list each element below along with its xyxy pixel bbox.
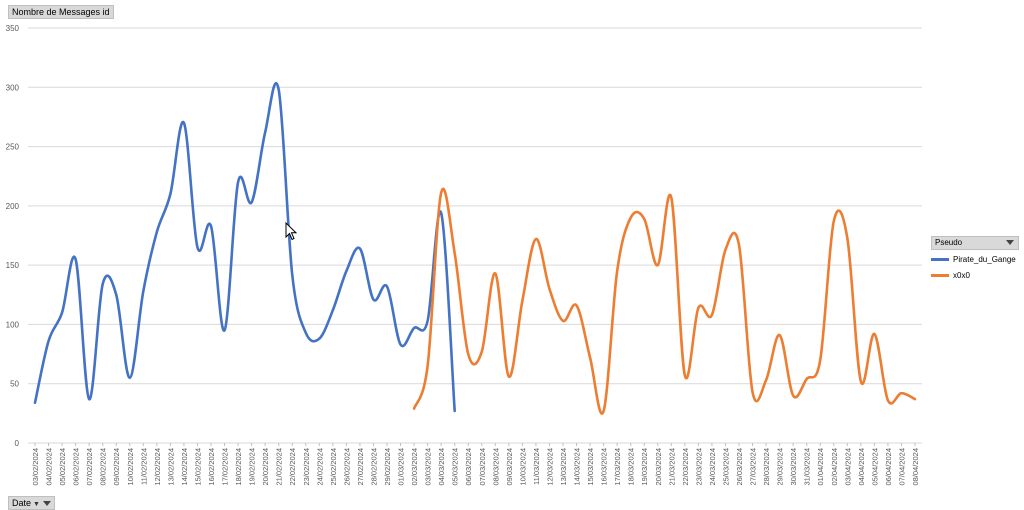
legend-item-x0x0[interactable]: x0x0 [931, 268, 1019, 282]
x-tick-label: 14/02/2024 [180, 448, 189, 486]
x-tick-label: 20/02/2024 [261, 448, 270, 486]
legend-header-button[interactable]: Pseudo [931, 236, 1019, 250]
x-tick-label: 26/03/2024 [735, 448, 744, 486]
x-tick-label: 28/02/2024 [369, 448, 378, 486]
date-field-button[interactable]: Date ▼ [8, 496, 55, 510]
x-tick-label: 16/03/2024 [600, 448, 609, 486]
y-tick-label: 250 [6, 143, 20, 152]
x-tick-label: 05/02/2024 [58, 448, 67, 486]
x-tick-label: 21/02/2024 [275, 448, 284, 486]
x-tick-label: 13/02/2024 [166, 448, 175, 486]
x-tick-label: 25/03/2024 [721, 448, 730, 486]
x-tick-label: 16/02/2024 [207, 448, 216, 486]
x-tick-label: 19/02/2024 [248, 448, 257, 486]
y-tick-label: 100 [6, 320, 20, 329]
x-tick-label: 31/03/2024 [803, 448, 812, 486]
x-tick-label: 08/02/2024 [99, 448, 108, 486]
x-tick-label: 27/02/2024 [356, 448, 365, 486]
y-axis-ticks: 0 50 100 150 200 250 300 350 [6, 24, 20, 448]
x-tick-label: 06/03/2024 [464, 448, 473, 486]
legend-label-pirate: Pirate_du_Gange [953, 254, 1016, 264]
x-tick-label: 23/03/2024 [694, 448, 703, 486]
x-tick-label: 18/02/2024 [234, 448, 243, 486]
y-tick-label: 150 [6, 261, 20, 270]
x-tick-label: 15/03/2024 [586, 448, 595, 486]
x-tick-label: 24/02/2024 [315, 448, 324, 486]
x-tick-label: 03/04/2024 [843, 448, 852, 486]
series-line-Pirate_du_Gange[interactable] [33, 81, 456, 413]
x-tick-label: 10/03/2024 [518, 448, 527, 486]
x-tick-label: 24/03/2024 [708, 448, 717, 486]
x-tick-label: 07/02/2024 [85, 448, 94, 486]
x-tick-label: 09/02/2024 [112, 448, 121, 486]
x-tick-label: 22/03/2024 [681, 448, 690, 486]
x-tick-label: 17/03/2024 [613, 448, 622, 486]
x-tick-label: 18/03/2024 [627, 448, 636, 486]
gridlines [28, 27, 922, 444]
x-tick-label: 03/03/2024 [424, 448, 433, 486]
filter-icon[interactable] [1006, 240, 1014, 245]
series-line-x0x0[interactable] [412, 187, 917, 415]
x-tick-label: 02/04/2024 [830, 448, 839, 486]
y-tick-label: 0 [15, 439, 20, 448]
x-tick-label: 03/02/2024 [31, 448, 40, 486]
value-field-label: Nombre de Messages id [12, 7, 110, 17]
date-field-label: Date [12, 498, 32, 508]
x-tick-label: 02/03/2024 [410, 448, 419, 486]
x-tick-label: 06/02/2024 [72, 448, 81, 486]
x-tick-label: 04/03/2024 [437, 448, 446, 486]
y-tick-label: 300 [6, 83, 20, 92]
x-tick-label: 23/02/2024 [302, 448, 311, 486]
y-tick-label: 350 [6, 24, 20, 33]
x-axis-ticks: 03/02/2024 04/02/2024 05/02/2024 06/02/2024… [31, 443, 920, 486]
x-tick-label: 19/03/2024 [640, 448, 649, 486]
legend-swatch-pirate [931, 257, 949, 261]
y-tick-label: 50 [10, 380, 19, 389]
legend-label-x0x0: x0x0 [953, 270, 970, 280]
y-tick-label: 200 [6, 202, 20, 211]
x-tick-label: 14/03/2024 [573, 448, 582, 486]
x-tick-label: 07/04/2024 [897, 448, 906, 486]
value-field-button[interactable]: Nombre de Messages id [8, 5, 114, 19]
x-tick-label: 04/02/2024 [45, 448, 54, 486]
x-tick-label: 01/04/2024 [816, 448, 825, 486]
x-tick-label: 04/04/2024 [857, 448, 866, 486]
legend: Pseudo Pirate_du_Gange x0x0 [931, 236, 1019, 282]
x-tick-label: 28/03/2024 [762, 448, 771, 486]
x-tick-label: 10/02/2024 [126, 448, 135, 486]
x-tick-label: 08/03/2024 [491, 448, 500, 486]
x-tick-label: 17/02/2024 [221, 448, 230, 486]
x-tick-label: 05/03/2024 [451, 448, 460, 486]
x-tick-label: 07/03/2024 [478, 448, 487, 486]
legend-swatch-x0x0 [931, 273, 949, 277]
x-tick-label: 15/02/2024 [193, 448, 202, 486]
x-tick-label: 30/03/2024 [789, 448, 798, 486]
x-tick-label: 20/03/2024 [654, 448, 663, 486]
dropdown-arrow-icon: ▼ [33, 501, 40, 508]
x-tick-label: 08/04/2024 [911, 448, 920, 486]
x-tick-label: 12/02/2024 [153, 448, 162, 486]
x-tick-label: 25/02/2024 [329, 448, 338, 486]
mouse-pointer-icon [285, 222, 298, 241]
x-tick-label: 22/02/2024 [288, 448, 297, 486]
legend-item-pirate[interactable]: Pirate_du_Gange [931, 252, 1019, 266]
x-tick-label: 27/03/2024 [749, 448, 758, 486]
x-tick-label: 29/02/2024 [383, 448, 392, 486]
x-tick-label: 05/04/2024 [870, 448, 879, 486]
x-tick-label: 26/02/2024 [342, 448, 351, 486]
x-tick-label: 11/03/2024 [532, 448, 541, 485]
x-tick-label: 21/03/2024 [667, 448, 676, 486]
filter-icon [42, 501, 51, 507]
series-lines [33, 81, 917, 415]
x-tick-label: 29/03/2024 [776, 448, 785, 486]
legend-title: Pseudo [935, 238, 963, 247]
x-tick-label: 01/03/2024 [397, 448, 406, 486]
x-tick-label: 06/04/2024 [884, 448, 893, 486]
x-tick-label: 13/03/2024 [559, 448, 568, 486]
x-tick-label: 09/03/2024 [505, 448, 514, 486]
x-tick-label: 11/02/2024 [139, 448, 148, 485]
x-tick-label: 12/03/2024 [545, 448, 554, 486]
